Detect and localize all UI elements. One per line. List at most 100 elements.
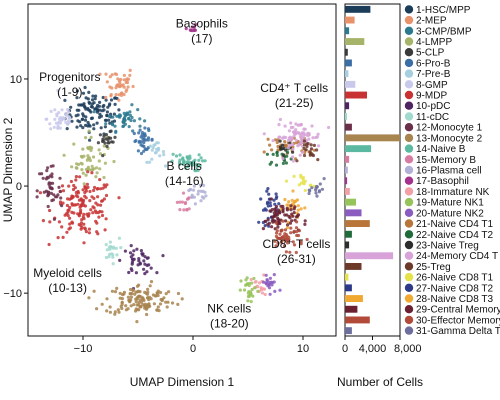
cluster-point [113,96,117,100]
cluster-point [194,22,198,27]
cluster-point [104,122,108,126]
cluster-point [138,124,142,128]
cluster-point [69,105,73,109]
cluster-point [178,158,182,162]
cluster-point [102,132,106,136]
cluster-point [128,73,132,77]
cluster-point [277,202,281,206]
cluster-point [162,153,166,157]
cluster-annotation-title: B cells [167,159,202,173]
cluster-point [75,125,79,129]
cluster-point [146,138,150,142]
cluster-20 [262,273,282,296]
legend-label: 31-Gamma Delta T [416,326,500,337]
cluster-point [70,221,75,225]
legend-label: 20-Mature NK2 [416,208,484,219]
cluster-point [138,117,142,121]
cluster-point [49,127,53,131]
cluster-point [116,77,120,81]
cluster-point [60,225,64,229]
cluster-point [249,277,253,282]
cluster-point [132,249,136,253]
cluster-point [309,147,313,151]
cluster-point [163,164,168,168]
cluster-point [273,289,277,293]
cluster-point [117,310,121,314]
legend-item: 24-Memory CD4 T [404,251,498,262]
cluster-point [288,250,292,254]
cluster-point [64,113,68,117]
cluster-point [278,117,282,122]
cluster-point [265,152,269,156]
cluster-point [262,280,266,284]
cluster-point [288,141,292,145]
legend-label: 9-MDP [416,91,447,102]
cluster-point [199,156,203,160]
cluster-point [90,164,94,168]
legend-label: 15-Memory B [416,155,476,166]
cluster-point [145,312,149,317]
cluster-point [107,255,111,259]
cluster-point [117,196,121,200]
cluster-point [114,246,118,250]
cluster-point [135,290,140,294]
cluster-point [83,226,87,230]
cluster-point [111,115,115,119]
cluster-point [95,187,99,191]
cluster-point [276,144,280,149]
legend-label: 6-Pro-B [416,58,451,69]
cluster-point [105,309,109,313]
cluster-point [271,139,275,143]
cluster-point [82,241,86,245]
cluster-point [98,152,102,156]
cluster-point [289,121,293,125]
cluster-point [164,300,168,304]
cluster-point [96,141,100,145]
cluster-point [108,310,112,314]
cluster-point [281,161,285,165]
cluster-point [137,294,141,298]
cluster-point [272,198,276,202]
cluster-point [93,107,97,111]
cluster-point [276,208,280,212]
cluster-point [127,270,131,275]
cluster-12 [35,164,64,221]
cluster-point [291,143,295,147]
cluster-point [88,138,92,142]
cluster-point [79,227,83,231]
cluster-point [198,183,203,187]
cluster-point [190,193,194,197]
cluster-point [274,163,279,167]
bar-19 [345,198,356,206]
cluster-point [78,205,82,209]
cluster-point [117,236,121,240]
cluster-point [35,189,39,193]
umap-scatter-panel: Basophils(17) Progenitors(1-9) CD4⁺ T cell… [1,3,337,389]
cluster-point [308,183,313,187]
cluster-point [145,292,150,296]
cluster-point [128,113,132,117]
umap-plot-frame [27,3,337,337]
cluster-point [95,108,100,112]
cluster-point [35,195,39,199]
cluster-point [84,173,88,177]
cluster-point [143,132,147,136]
cluster-point [132,119,136,123]
cluster-point [283,228,288,232]
legend-label: 23-Naive Treg [416,241,479,252]
bar-25 [345,263,362,270]
legend-item: 11-cDC [404,112,449,123]
cluster-point [56,236,60,240]
bar-27 [345,284,352,292]
cluster-point [44,117,48,121]
cluster-point [136,108,140,112]
cluster-point [118,291,122,295]
cluster-point [90,171,94,175]
cluster-point [51,181,55,185]
cluster-point [312,143,316,147]
cluster-point [131,258,135,262]
legend-item: 28-Naive CD8 T3 [404,294,494,305]
cluster-annotation-range: (10-13) [48,281,87,295]
cluster-point [96,203,100,207]
cluster-point [275,231,279,235]
